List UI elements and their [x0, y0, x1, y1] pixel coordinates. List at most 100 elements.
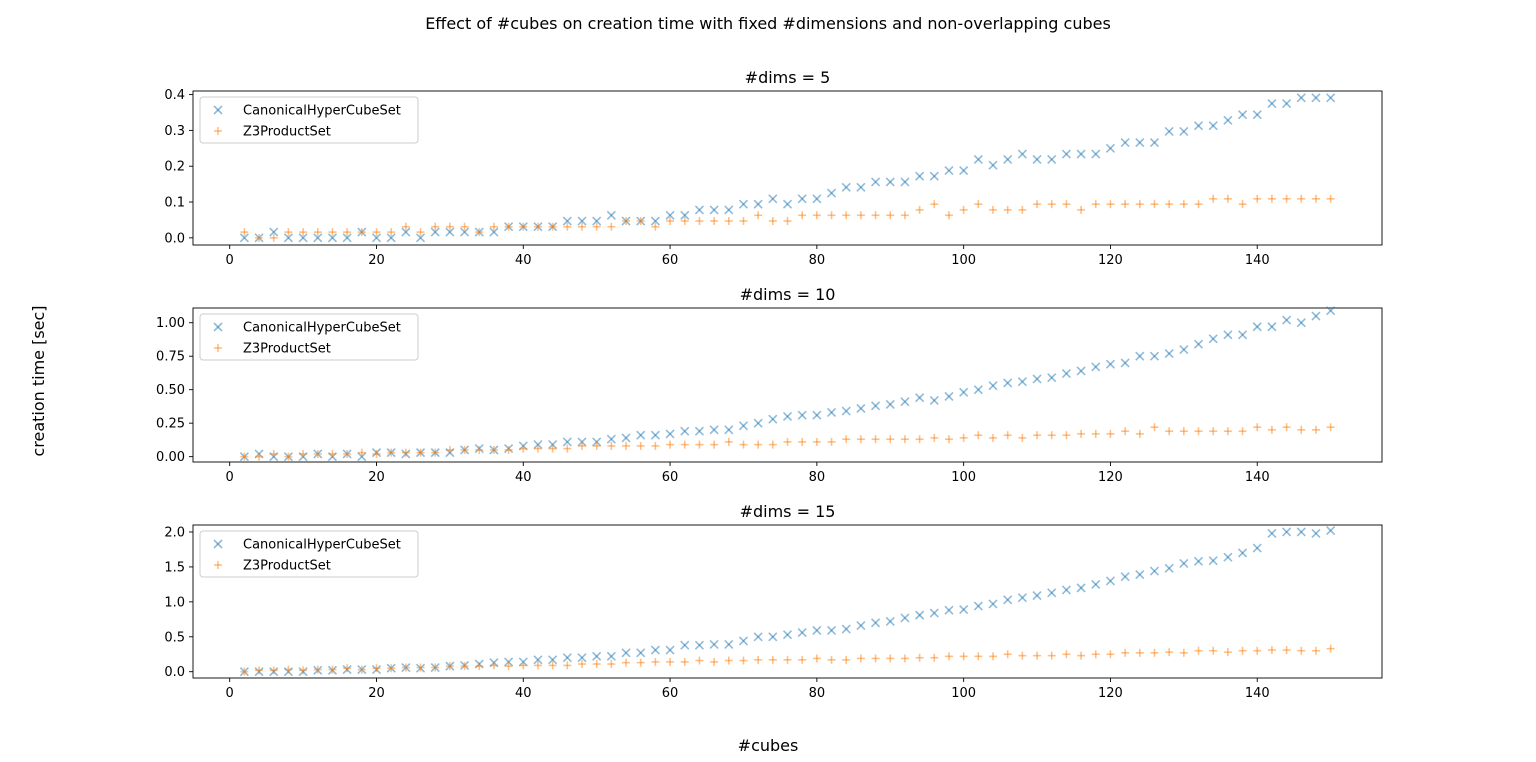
data-point — [871, 654, 880, 663]
data-point — [328, 665, 337, 674]
marker-stroke — [900, 397, 910, 407]
data-point — [1311, 194, 1320, 203]
x-tick-label: 100 — [951, 470, 976, 485]
data-point — [1120, 138, 1130, 148]
data-point — [548, 222, 557, 231]
marker-stroke — [1164, 563, 1174, 573]
data-point — [1311, 311, 1321, 321]
data-point — [1179, 344, 1189, 355]
data-point — [1164, 563, 1174, 573]
data-point — [1223, 194, 1232, 203]
marker-stroke — [915, 610, 925, 620]
data-point — [973, 154, 983, 164]
data-point — [577, 441, 586, 450]
data-point — [445, 662, 454, 671]
data-point — [695, 440, 704, 449]
subplot-3: #dims = 15 0 20 40 60 80 100 120 140 0.0 0.5 1.0 1.5… — [164, 502, 1383, 701]
data-point — [724, 437, 733, 446]
data-point — [1003, 154, 1013, 164]
marker-stroke — [1149, 351, 1160, 361]
data-point — [636, 217, 645, 226]
data-point — [357, 448, 366, 457]
data-point — [666, 217, 675, 226]
x-tick-label: 80 — [809, 686, 826, 701]
data-point — [871, 618, 881, 628]
data-point — [299, 449, 308, 458]
data-point — [812, 437, 821, 446]
marker-stroke — [709, 205, 719, 215]
marker-stroke — [1149, 566, 1160, 576]
x-tick-label: 60 — [662, 470, 679, 485]
marker-stroke — [885, 616, 895, 626]
data-point — [856, 621, 866, 631]
data-point — [607, 660, 616, 669]
subplot-2: #dims = 10 0 20 40 60 80 100 120 140 0.00 0.25 0.50… — [156, 285, 1383, 485]
data-point — [724, 205, 734, 215]
marker-stroke — [621, 433, 631, 443]
data-point — [269, 233, 278, 242]
data-point — [519, 661, 528, 670]
data-point — [431, 448, 440, 457]
data-point — [416, 663, 425, 672]
marker-stroke — [812, 194, 822, 204]
data-point — [431, 663, 440, 672]
data-point — [1282, 423, 1291, 432]
data-point — [1165, 427, 1174, 436]
data-point — [445, 445, 454, 454]
marker-stroke — [812, 625, 822, 636]
data-point — [915, 610, 925, 620]
marker-stroke — [606, 651, 616, 661]
data-point — [445, 222, 454, 231]
data-point — [1149, 138, 1160, 148]
data-point — [710, 217, 719, 226]
data-point — [563, 444, 572, 453]
marker-stroke — [959, 387, 969, 397]
data-point — [1267, 646, 1276, 655]
marker-stroke — [856, 403, 866, 414]
marker-stroke — [459, 227, 470, 237]
data-point — [622, 441, 631, 450]
data-point — [768, 414, 778, 424]
marker-stroke — [944, 391, 954, 401]
marker-stroke — [841, 406, 851, 416]
legend: CanonicalHyperCubeSet Z3ProductSet — [199, 96, 419, 144]
data-point — [475, 662, 484, 671]
data-point — [1135, 138, 1145, 148]
data-point — [1311, 425, 1320, 434]
marker-stroke — [636, 430, 646, 440]
y-tick-label: 0.00 — [156, 450, 185, 465]
data-point — [695, 217, 704, 226]
data-point — [283, 233, 293, 243]
data-point — [1326, 644, 1335, 653]
data-point — [504, 222, 513, 231]
marker-stroke — [1061, 149, 1071, 159]
marker-stroke — [1135, 138, 1145, 148]
data-point — [592, 437, 602, 447]
marker-stroke — [577, 653, 587, 663]
marker-stroke — [885, 399, 895, 409]
data-point — [415, 233, 426, 243]
marker-stroke — [1282, 527, 1292, 537]
data-point — [959, 604, 969, 615]
data-point — [989, 652, 998, 661]
marker-stroke — [782, 411, 793, 422]
data-point — [1253, 194, 1262, 203]
x-tick-label: 140 — [1245, 470, 1270, 485]
y-tick-label: 1.00 — [156, 316, 185, 331]
marker-stroke — [1252, 322, 1262, 332]
data-point — [694, 426, 704, 436]
data-point — [782, 630, 793, 640]
marker-stroke — [856, 621, 866, 631]
data-point — [1267, 322, 1277, 332]
y-tick-label: 0.2 — [164, 160, 185, 175]
marker-stroke — [973, 601, 983, 611]
marker-stroke — [1208, 121, 1218, 131]
marker-stroke — [562, 653, 572, 663]
marker-stroke — [768, 194, 778, 204]
marker-stroke — [327, 233, 338, 243]
marker-stroke — [298, 233, 308, 243]
data-point — [1003, 205, 1012, 214]
marker-stroke — [1252, 110, 1262, 120]
data-point — [1077, 205, 1086, 214]
data-point — [284, 665, 293, 674]
